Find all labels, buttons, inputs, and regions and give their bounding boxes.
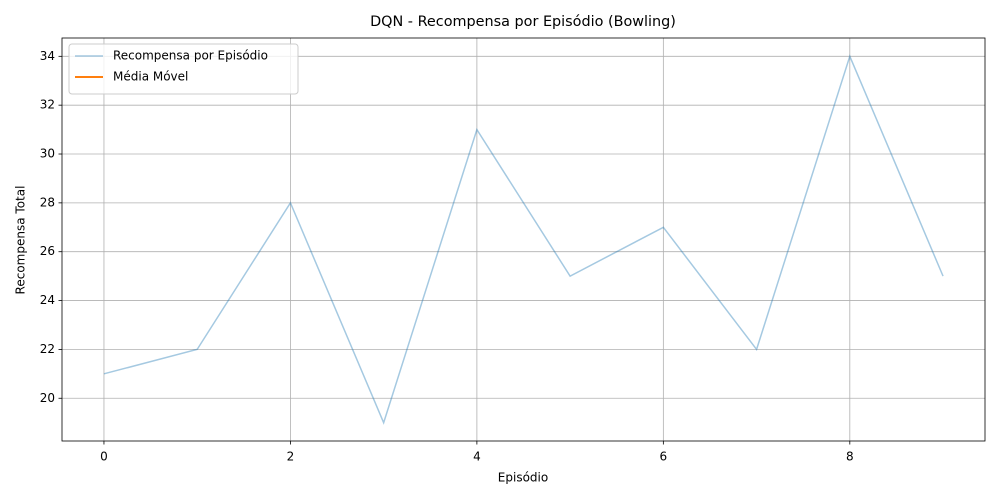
y-tick-label: 32 (40, 98, 55, 112)
y-tick-label: 20 (40, 391, 55, 405)
x-axis-label: Episódio (498, 471, 548, 485)
legend-label: Recompensa por Episódio (113, 49, 268, 63)
y-tick-label: 30 (40, 147, 55, 161)
chart-title: DQN - Recompensa por Episódio (Bowling) (370, 14, 676, 30)
y-tick-label: 24 (40, 293, 55, 307)
legend-label: Média Móvel (113, 70, 188, 84)
y-axis-label: Recompensa Total (14, 186, 28, 295)
y-tick-label: 26 (40, 244, 55, 258)
x-tick-label: 8 (846, 450, 854, 464)
y-tick-label: 22 (40, 342, 55, 356)
x-tick-label: 2 (287, 450, 295, 464)
x-tick-label: 0 (100, 450, 108, 464)
legend-box (68, 43, 299, 95)
y-tick-label: 28 (40, 195, 55, 209)
x-tick-label: 4 (473, 450, 481, 464)
plot-frame (61, 37, 986, 442)
data-line (103, 54, 944, 425)
y-tick-label: 34 (40, 49, 55, 63)
x-tick-label: 6 (660, 450, 668, 464)
